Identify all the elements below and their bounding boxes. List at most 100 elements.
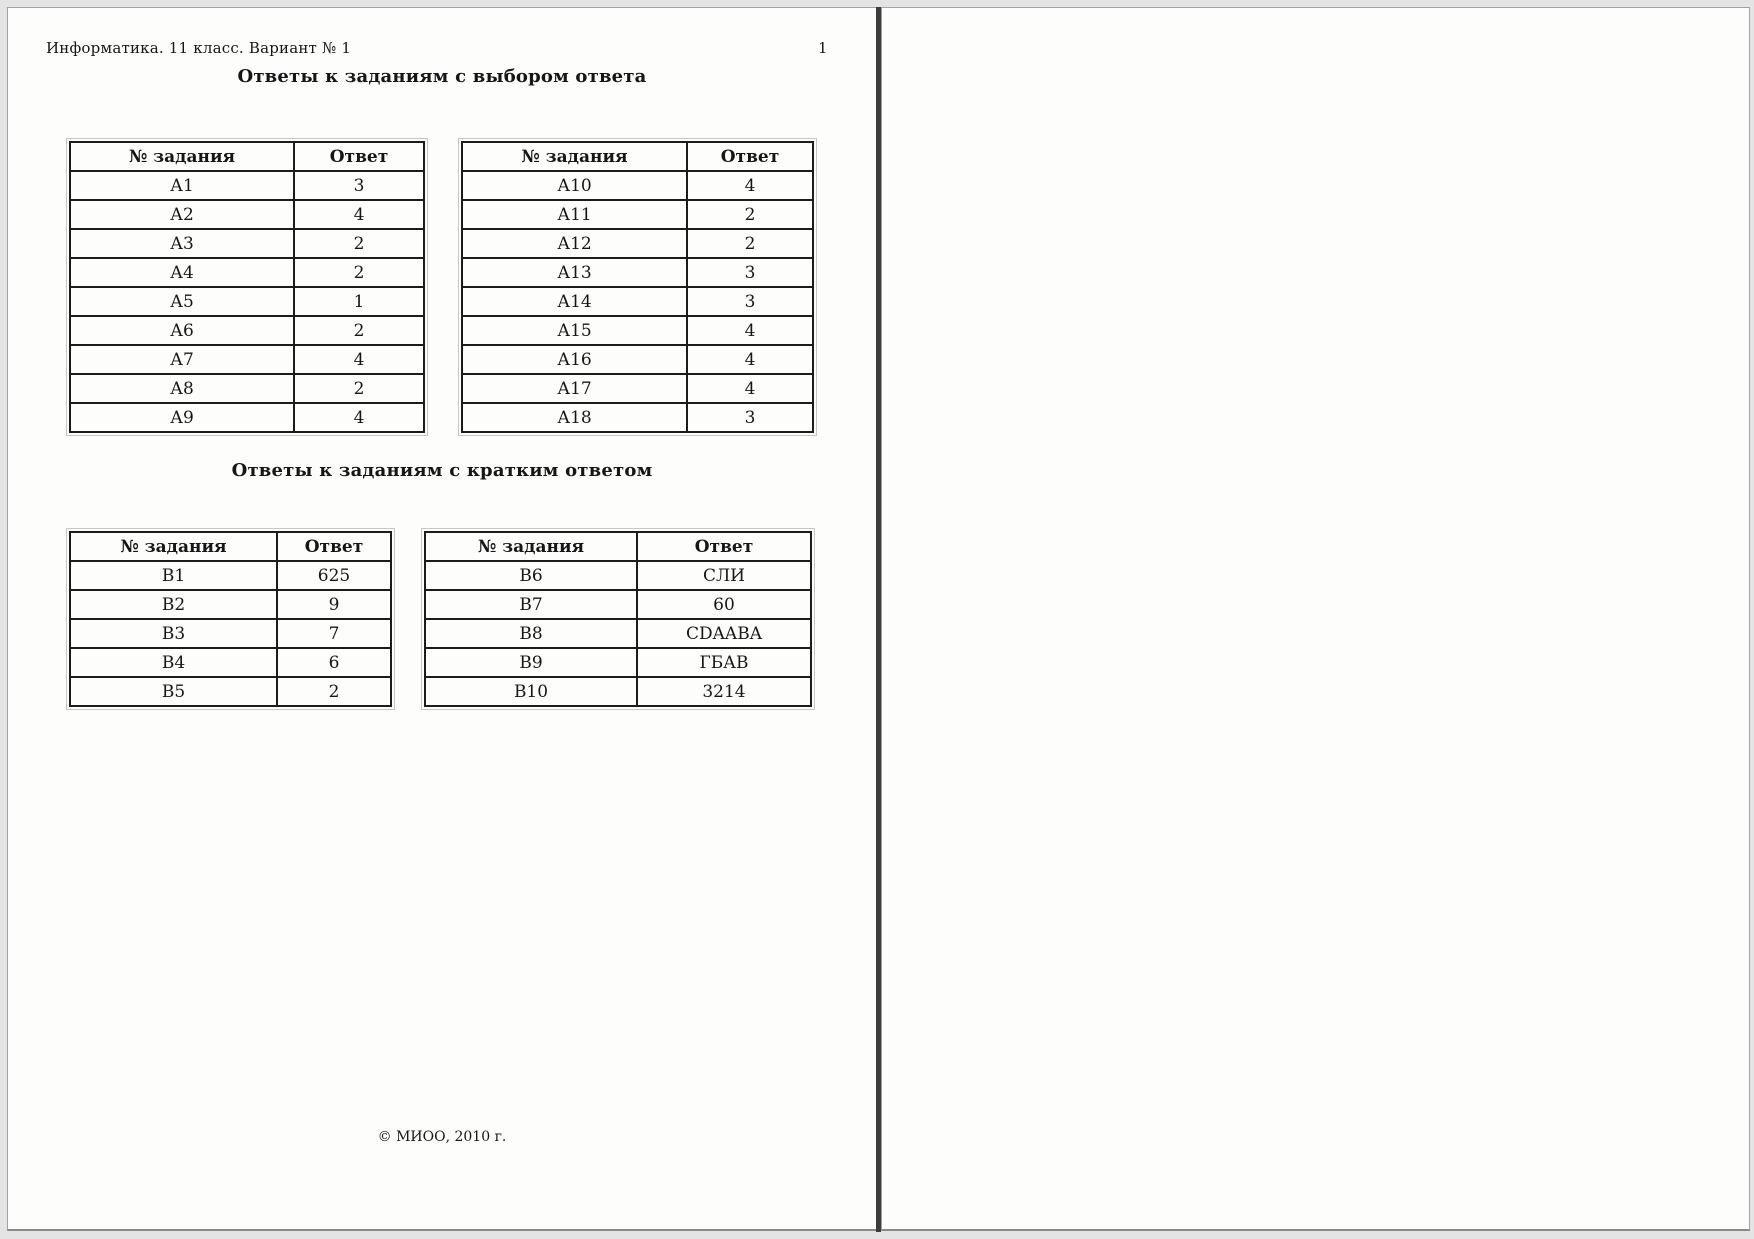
document-page-left: Информатика. 11 класс. Вариант № 1 1 Отв… [7,7,877,1231]
table-body: В6 СЛИ В7 60 В8 CDAABA В9 ГБАВ В10 3214 [424,560,812,707]
task-number-cell: А16 [461,344,688,375]
column-header-answer: Ответ [293,141,425,172]
task-number-cell: В5 [69,676,278,707]
task-number-cell: А11 [461,199,688,230]
task-number-cell: В7 [424,589,638,620]
task-number-cell: В10 [424,676,638,707]
answer-cell: 3 [293,170,425,201]
task-number-cell: А10 [461,170,688,201]
table-row: В10 3214 [424,676,812,707]
answer-cell: CDAABA [636,618,812,649]
table-row: В9 ГБАВ [424,647,812,678]
table-row: В1 625 [69,560,392,591]
answer-cell: 4 [293,344,425,375]
answer-cell: 2 [686,199,814,230]
answers-table-a1-a9: № задания Ответ А1 3 А2 4 А3 2 А4 2 А5 1 А6 2 А7 4 А8 2… [66,138,428,436]
answer-cell: 9 [276,589,392,620]
answer-cell: 3 [686,402,814,433]
table-body: В1 625 В2 9 В3 7 В4 6 В5 2 [69,560,392,707]
task-number-cell: А8 [69,373,295,404]
table-row: В2 9 [69,589,392,620]
task-number-cell: А14 [461,286,688,317]
copyright-footer: © МИОО, 2010 г. [377,1129,507,1145]
task-number-cell: А5 [69,286,295,317]
task-number-cell: А3 [69,228,295,259]
column-header-task: № задания [461,141,688,172]
document-header: Информатика. 11 класс. Вариант № 1 [46,39,352,57]
answer-cell: 2 [293,228,425,259]
table-row: В3 7 [69,618,392,649]
table-row: А13 3 [461,257,814,288]
column-header-task: № задания [424,531,638,562]
answers-table-a10-a18: № задания Ответ А10 4 А11 2 А12 2 А13 3 А14 3 А15 4… [458,138,817,436]
answer-cell: 4 [293,402,425,433]
answer-cell: 60 [636,589,812,620]
section-title-short: Ответы к заданиям с кратким ответом [231,460,653,481]
table-row: В6 СЛИ [424,560,812,591]
table-header: № задания Ответ [461,141,814,172]
answer-cell: 6 [276,647,392,678]
table-row: В8 CDAABA [424,618,812,649]
header-row: № задания Ответ [69,141,425,172]
task-number-cell: А1 [69,170,295,201]
task-number-cell: А12 [461,228,688,259]
task-number-cell: А4 [69,257,295,288]
task-number-cell: В3 [69,618,278,649]
task-number-cell: В6 [424,560,638,591]
column-header-task: № задания [69,531,278,562]
table-row: А12 2 [461,228,814,259]
task-number-cell: А18 [461,402,688,433]
task-number-cell: В2 [69,589,278,620]
table-row: А11 2 [461,199,814,230]
header-row: № задания Ответ [424,531,812,562]
answer-cell: 3 [686,257,814,288]
task-number-cell: В9 [424,647,638,678]
table-row: А5 1 [69,286,425,317]
answer-cell: 4 [686,344,814,375]
table-header: № задания Ответ [69,141,425,172]
table-row: А4 2 [69,257,425,288]
answer-cell: СЛИ [636,560,812,591]
task-number-cell: А17 [461,373,688,404]
column-header-answer: Ответ [636,531,812,562]
task-number-cell: А2 [69,199,295,230]
task-number-cell: В1 [69,560,278,591]
task-number-cell: А6 [69,315,295,346]
table-row: А7 4 [69,344,425,375]
task-number-cell: А9 [69,402,295,433]
table-row: А16 4 [461,344,814,375]
answer-cell: 3 [686,286,814,317]
answer-cell: 4 [686,373,814,404]
answer-cell: 4 [686,315,814,346]
answer-cell: 2 [293,373,425,404]
header-row: № задания Ответ [461,141,814,172]
table-row: В5 2 [69,676,392,707]
task-number-cell: В4 [69,647,278,678]
answer-cell: 1 [293,286,425,317]
table-row: А6 2 [69,315,425,346]
answer-cell: 4 [686,170,814,201]
column-header-task: № задания [69,141,295,172]
table-row: А8 2 [69,373,425,404]
answer-cell: 2 [686,228,814,259]
answer-cell: 2 [293,257,425,288]
page-spread-divider [876,7,881,1232]
column-header-answer: Ответ [686,141,814,172]
task-number-cell: А15 [461,315,688,346]
table-body: А1 3 А2 4 А3 2 А4 2 А5 1 А6 2 А7 4 А8 2 А9 4 [69,170,425,433]
answer-cell: 3214 [636,676,812,707]
answer-cell: 4 [293,199,425,230]
answer-cell: ГБАВ [636,647,812,678]
task-number-cell: А13 [461,257,688,288]
document-page-right-blank [881,7,1750,1231]
table-header: № задания Ответ [424,531,812,562]
table-row: А15 4 [461,315,814,346]
answers-table-b1-b5: № задания Ответ В1 625 В2 9 В3 7 В4 6 В5 2 [66,528,395,710]
task-number-cell: А7 [69,344,295,375]
answer-cell: 2 [293,315,425,346]
column-header-answer: Ответ [276,531,392,562]
table-header: № задания Ответ [69,531,392,562]
table-row: А3 2 [69,228,425,259]
table-row: А1 3 [69,170,425,201]
